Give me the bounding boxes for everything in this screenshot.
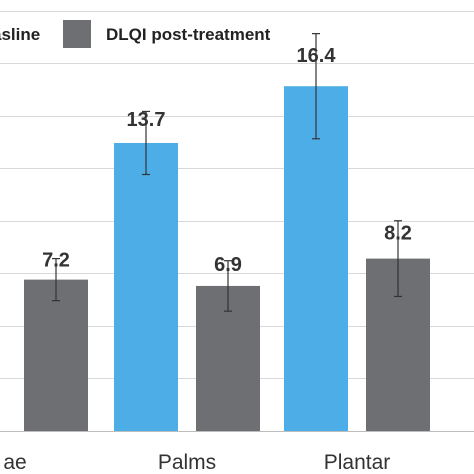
category-labels: ae Palms Plantar (3, 451, 390, 474)
legend-entry-baseline: asline (0, 25, 40, 44)
category-label: Palms (158, 451, 216, 474)
bar-asline-palms (114, 142, 178, 431)
category-label: Plantar (324, 451, 391, 474)
legend-entry-post-treatment: DLQI post-treatment (106, 25, 271, 44)
value-label: 7.2 (42, 249, 70, 271)
value-labels: 7.2 13.7 6.9 16.4 8.2 (42, 45, 412, 276)
bar-dlqi-post-treatment-ae (24, 279, 88, 431)
category-label: ae (3, 451, 26, 474)
value-label: 13.7 (127, 109, 166, 131)
legend: asline DLQI post-treatment (0, 20, 271, 48)
bar-asline-plantar (284, 86, 348, 431)
legend-swatch-post-treatment (63, 20, 91, 48)
error-bars (52, 33, 402, 312)
value-label: 8.2 (384, 222, 412, 244)
value-label: 6.9 (214, 254, 242, 276)
bars (24, 86, 430, 431)
value-label: 16.4 (297, 45, 337, 67)
